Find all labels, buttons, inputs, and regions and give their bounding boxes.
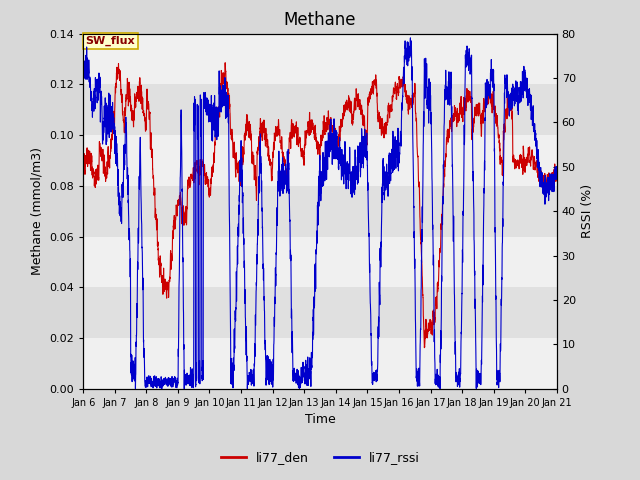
Bar bbox=[83, 237, 557, 288]
Y-axis label: RSSI (%): RSSI (%) bbox=[581, 184, 595, 238]
Bar bbox=[83, 135, 557, 186]
Bar bbox=[83, 338, 557, 389]
Bar bbox=[83, 34, 557, 84]
Text: SW_flux: SW_flux bbox=[86, 36, 135, 46]
Title: Methane: Methane bbox=[284, 11, 356, 29]
Y-axis label: Methane (mmol/m3): Methane (mmol/m3) bbox=[31, 147, 44, 275]
X-axis label: Time: Time bbox=[305, 413, 335, 426]
Bar bbox=[83, 186, 557, 237]
Bar bbox=[83, 288, 557, 338]
Legend: li77_den, li77_rssi: li77_den, li77_rssi bbox=[216, 446, 424, 469]
Bar bbox=[83, 84, 557, 135]
